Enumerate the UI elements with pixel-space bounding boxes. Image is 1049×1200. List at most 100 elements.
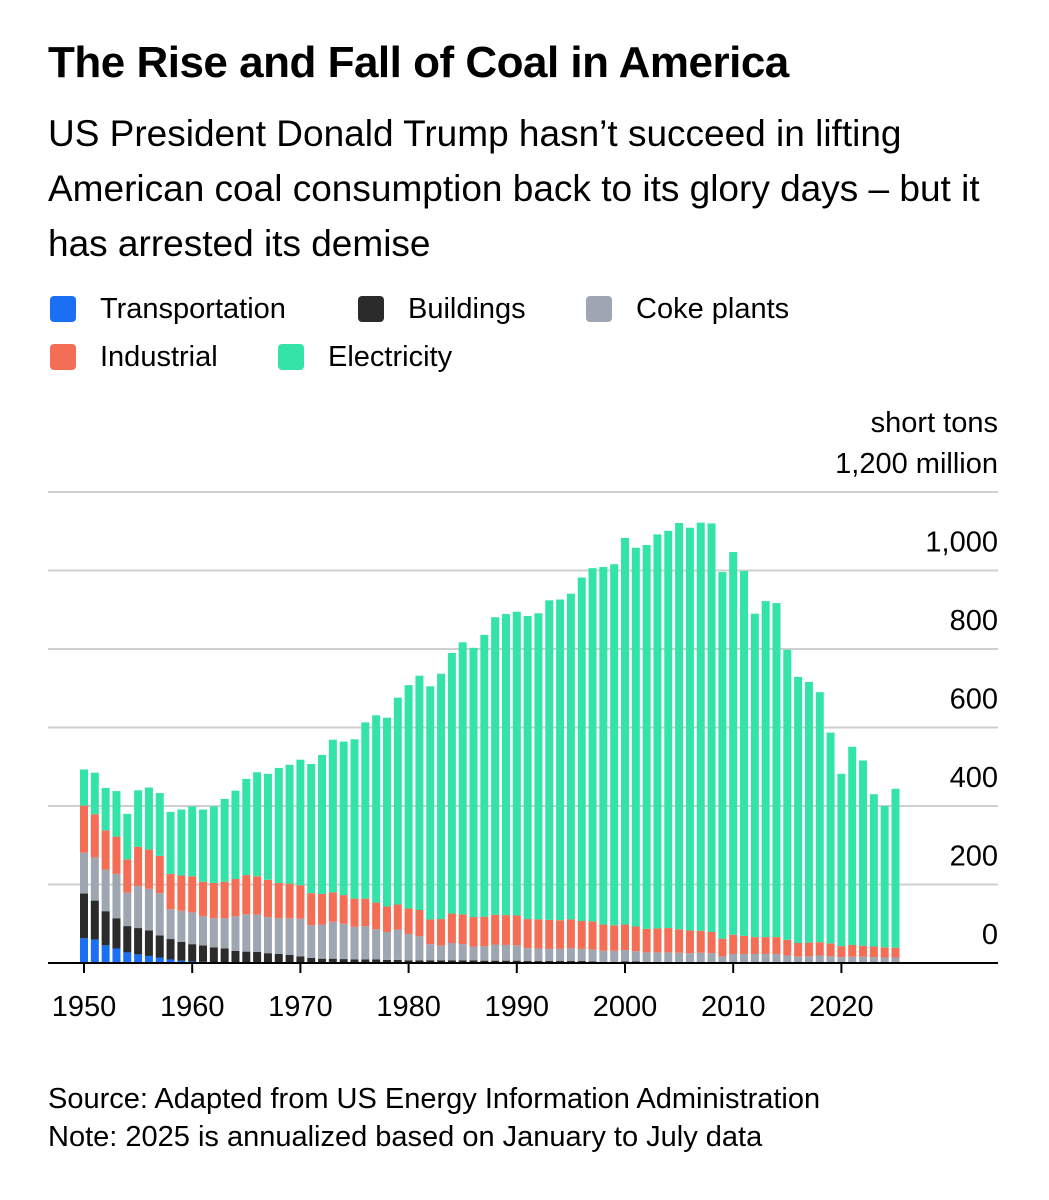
bar-industrial-2004 xyxy=(664,928,673,953)
bar-electricity-1988 xyxy=(491,617,500,915)
bar-coke-plants-2004 xyxy=(664,952,673,962)
bar-industrial-1982 xyxy=(426,919,435,945)
y-tick-label: 800 xyxy=(950,605,998,637)
bar-coke-plants-2009 xyxy=(718,956,727,963)
bar-electricity-1965 xyxy=(242,778,251,876)
legend-row-1: Transportation Buildings Coke plants xyxy=(50,285,950,333)
bar-stack-2001 xyxy=(631,547,640,963)
bar-stack-2003 xyxy=(653,534,662,963)
legend-item-transportation: Transportation xyxy=(50,293,358,326)
bar-industrial-1952 xyxy=(101,830,110,870)
bar-coke-plants-2015 xyxy=(783,955,792,963)
bar-electricity-1974 xyxy=(339,741,348,896)
bar-industrial-2012 xyxy=(750,937,759,954)
bar-stack-1988 xyxy=(491,617,500,963)
bar-industrial-1994 xyxy=(556,920,565,949)
bar-buildings-1977 xyxy=(372,959,381,963)
bar-stack-2017 xyxy=(804,681,813,963)
bar-electricity-2013 xyxy=(761,601,770,938)
bar-stack-2025 xyxy=(891,788,900,963)
bar-stack-1966 xyxy=(253,772,262,963)
bar-coke-plants-1951 xyxy=(90,857,99,901)
bar-electricity-1957 xyxy=(155,793,164,856)
bar-stack-1950 xyxy=(80,769,88,963)
bar-coke-plants-1976 xyxy=(361,926,370,960)
bar-stack-1970 xyxy=(296,759,305,963)
bar-coke-plants-1982 xyxy=(426,944,435,961)
bar-electricity-1987 xyxy=(480,634,489,917)
bar-coke-plants-1969 xyxy=(285,918,294,955)
bar-stack-1958 xyxy=(166,811,175,963)
bar-electricity-2023 xyxy=(869,794,878,947)
x-tick-label-1950: 1950 xyxy=(52,991,117,1023)
bar-industrial-1968 xyxy=(274,882,283,919)
bar-industrial-1985 xyxy=(458,914,467,945)
bar-buildings-1987 xyxy=(480,960,489,963)
bar-electricity-1991 xyxy=(523,616,532,920)
bar-electricity-1971 xyxy=(307,764,316,894)
bar-transportation-1952 xyxy=(101,945,110,963)
bar-electricity-2009 xyxy=(718,572,727,939)
bar-industrial-1958 xyxy=(166,873,175,910)
legend-label-industrial: Industrial xyxy=(100,340,218,373)
bar-coke-plants-2014 xyxy=(772,953,781,963)
bar-industrial-2010 xyxy=(729,934,738,954)
bar-stack-1994 xyxy=(556,599,565,963)
bar-electricity-1975 xyxy=(350,739,359,899)
bar-industrial-1951 xyxy=(90,814,99,858)
bar-transportation-1956 xyxy=(144,955,153,963)
bar-stack-1986 xyxy=(469,647,478,963)
bar-buildings-1953 xyxy=(112,918,121,949)
bar-industrial-2023 xyxy=(869,946,878,958)
bar-coke-plants-2001 xyxy=(631,951,640,962)
bar-buildings-1978 xyxy=(382,959,391,963)
bar-electricity-2006 xyxy=(685,527,694,931)
bar-coke-plants-1957 xyxy=(155,893,164,936)
bar-industrial-2009 xyxy=(718,938,727,957)
bar-electricity-1982 xyxy=(426,686,435,920)
bar-industrial-2002 xyxy=(642,928,651,953)
bar-coke-plants-2020 xyxy=(837,957,846,963)
bar-stack-1981 xyxy=(415,675,424,963)
bar-stack-1976 xyxy=(361,722,370,963)
bar-coke-plants-1972 xyxy=(318,924,327,959)
bar-buildings-1963 xyxy=(220,948,229,963)
bar-stack-1963 xyxy=(220,798,229,963)
bar-coke-plants-1961 xyxy=(199,916,208,946)
bar-industrial-1977 xyxy=(372,902,381,930)
bar-stack-1954 xyxy=(123,813,132,963)
bar-coke-plants-1967 xyxy=(263,917,272,954)
bar-industrial-2013 xyxy=(761,937,770,954)
bar-industrial-1970 xyxy=(296,885,305,919)
bar-electricity-2002 xyxy=(642,544,651,929)
bar-electricity-2012 xyxy=(750,613,759,938)
bar-stack-1956 xyxy=(144,787,153,963)
bar-coke-plants-1959 xyxy=(177,910,186,942)
bar-electricity-1996 xyxy=(577,577,586,922)
bar-buildings-1966 xyxy=(253,952,262,963)
bar-industrial-1954 xyxy=(123,859,132,893)
bar-stack-2016 xyxy=(794,676,803,963)
bar-transportation-1953 xyxy=(112,948,121,963)
bar-stack-2020 xyxy=(837,773,846,963)
bar-coke-plants-2011 xyxy=(740,953,749,963)
bar-industrial-1990 xyxy=(512,915,521,946)
bar-coke-plants-2024 xyxy=(880,957,889,963)
bar-stack-2009 xyxy=(718,572,727,963)
bar-industrial-1973 xyxy=(328,892,337,922)
bar-coke-plants-1966 xyxy=(253,914,262,953)
bar-electricity-1985 xyxy=(458,642,467,915)
bar-industrial-2003 xyxy=(653,928,662,953)
bar-coke-plants-1975 xyxy=(350,926,359,960)
bar-electricity-2007 xyxy=(696,522,705,931)
bar-coke-plants-1952 xyxy=(101,869,110,912)
bar-coke-plants-1997 xyxy=(588,949,597,962)
bar-electricity-1967 xyxy=(263,773,272,880)
x-tick-label-1980: 1980 xyxy=(376,991,441,1023)
bar-electricity-1970 xyxy=(296,759,305,886)
bar-industrial-2000 xyxy=(621,924,629,951)
bar-stack-2013 xyxy=(761,601,770,963)
bar-stack-1996 xyxy=(577,577,586,963)
bar-electricity-1986 xyxy=(469,647,478,918)
bar-buildings-1969 xyxy=(285,954,294,963)
